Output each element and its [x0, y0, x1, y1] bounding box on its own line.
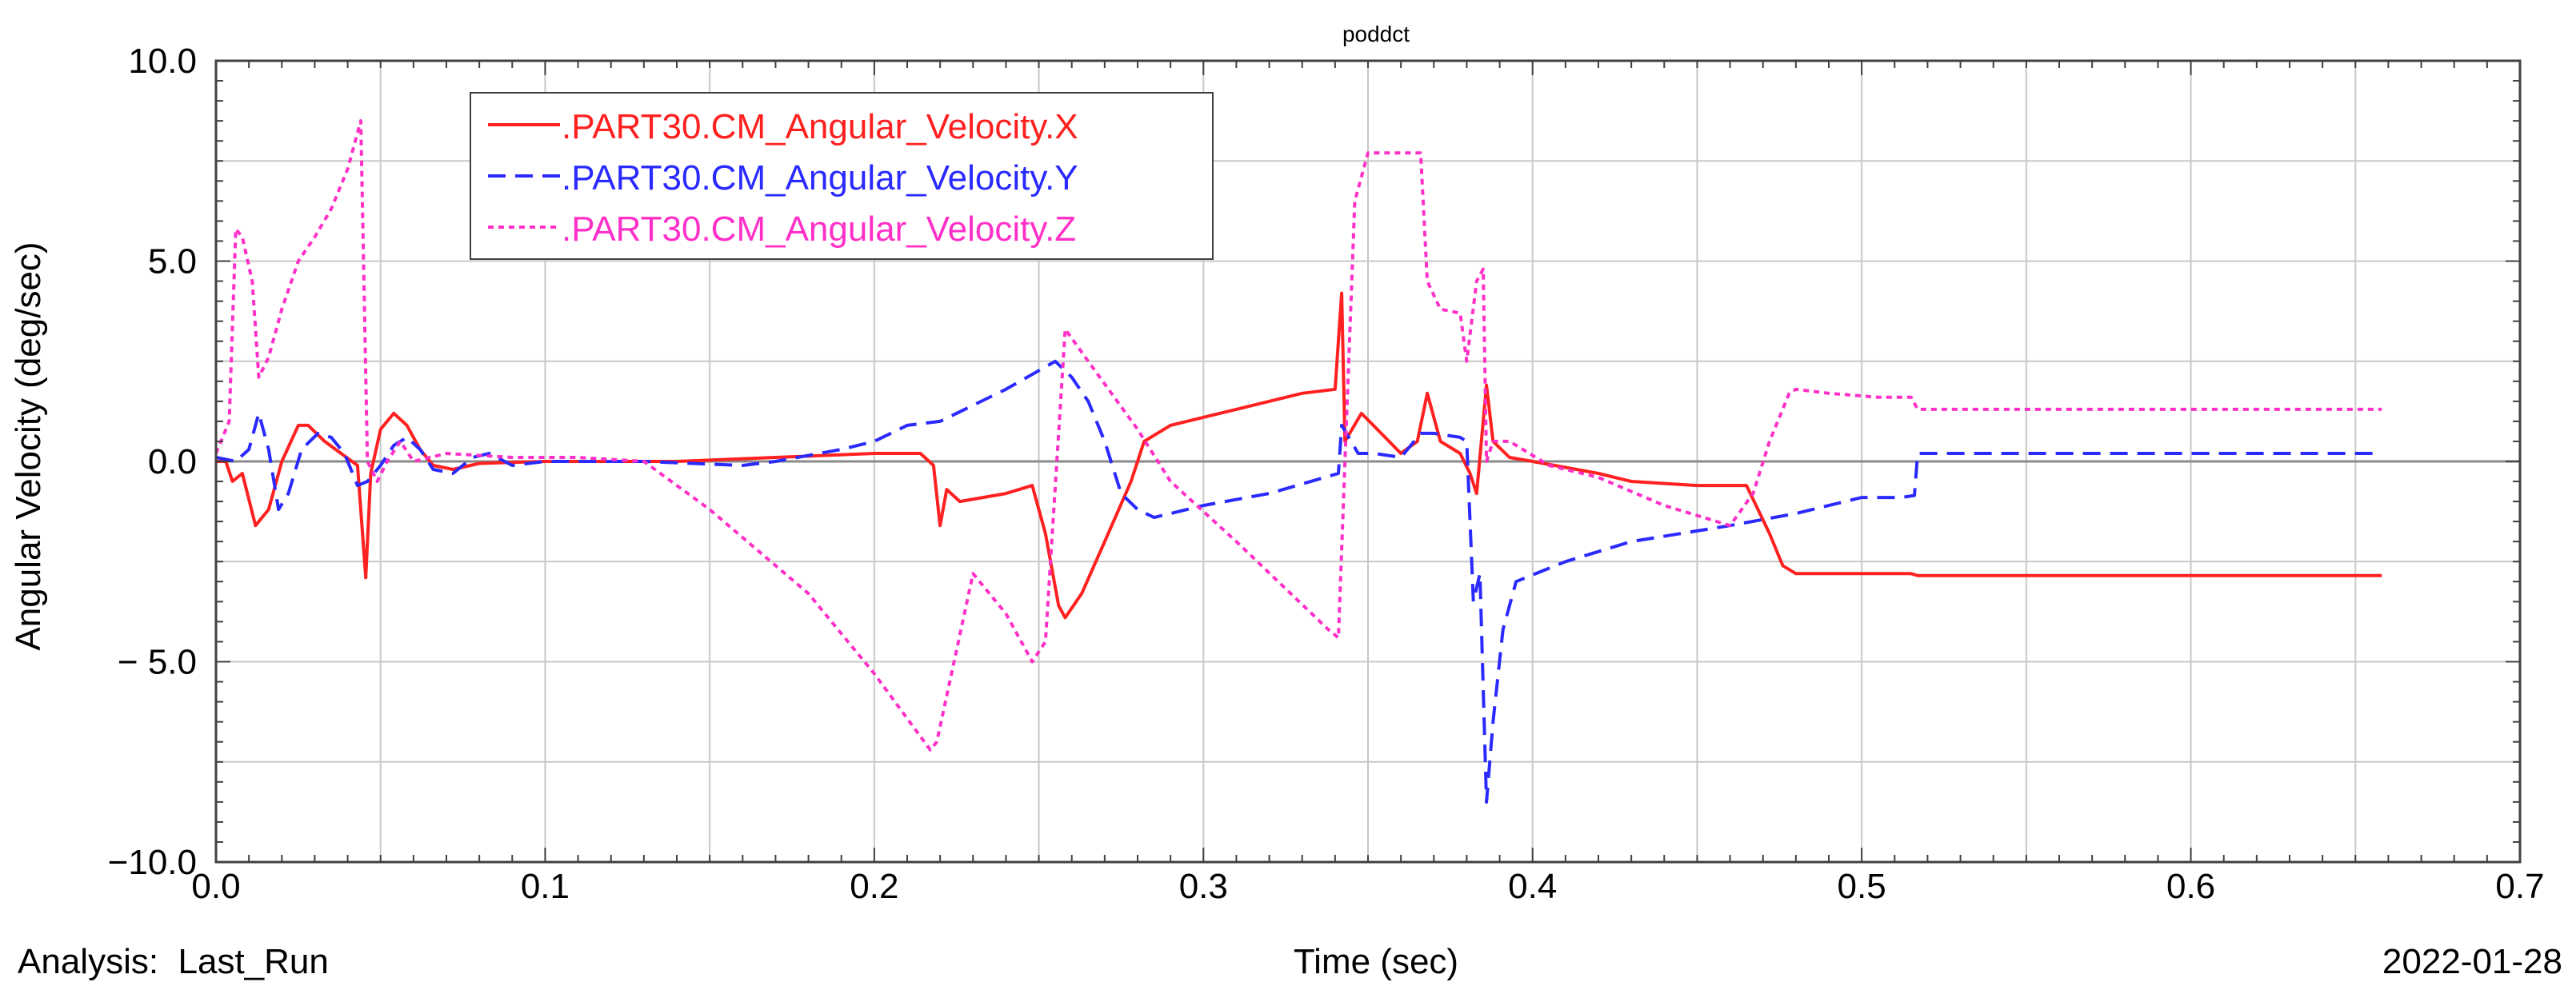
x-axis-label: Time (sec) — [1294, 942, 1458, 981]
legend-label-y: .PART30.CM_Angular_Velocity.Y — [562, 158, 1078, 198]
y-tick-label: − 5.0 — [118, 643, 197, 682]
analysis-label: Analysis: Last_Run — [18, 942, 329, 981]
series-line-z — [214, 119, 2382, 752]
x-tick-label: 0.2 — [850, 867, 898, 906]
legend-box — [470, 92, 1214, 260]
x-tick-label: 0.3 — [1179, 867, 1228, 906]
legend-label-z: .PART30.CM_Angular_Velocity.Z — [562, 210, 1076, 249]
series-group — [214, 119, 2382, 804]
chart-title: poddct — [1342, 22, 1410, 46]
y-tick-label: 10.0 — [128, 42, 197, 81]
x-tick-label: 0.6 — [2166, 867, 2215, 906]
date-label: 2022-01-28 — [2382, 942, 2562, 981]
y-tick-label: −10.0 — [108, 843, 197, 882]
x-tick-label: 0.1 — [521, 867, 570, 906]
ticks: 0.0 0.1 0.2 0.3 0.4 0.5 0.6 0.7 10.0 5.0 0.0 − 5.0 −… — [108, 42, 2545, 906]
y-axis-label: Angular Velocity (deg/sec) — [9, 242, 48, 650]
x-tick-label: 0.0 — [191, 867, 240, 906]
y-tick-label: 5.0 — [148, 242, 197, 281]
series-line-x — [216, 291, 2382, 620]
x-tick-label: 0.5 — [1838, 867, 1886, 906]
x-tick-label: 0.4 — [1508, 867, 1557, 906]
legend: .PART30.CM_Angular_Velocity.X .PART30.CM_… — [470, 92, 1214, 260]
legend-label-x: .PART30.CM_Angular_Velocity.X — [562, 107, 1078, 146]
series-line-y — [215, 359, 2382, 804]
y-tick-label: 0.0 — [148, 442, 197, 481]
x-tick-label: 0.7 — [2495, 867, 2544, 906]
